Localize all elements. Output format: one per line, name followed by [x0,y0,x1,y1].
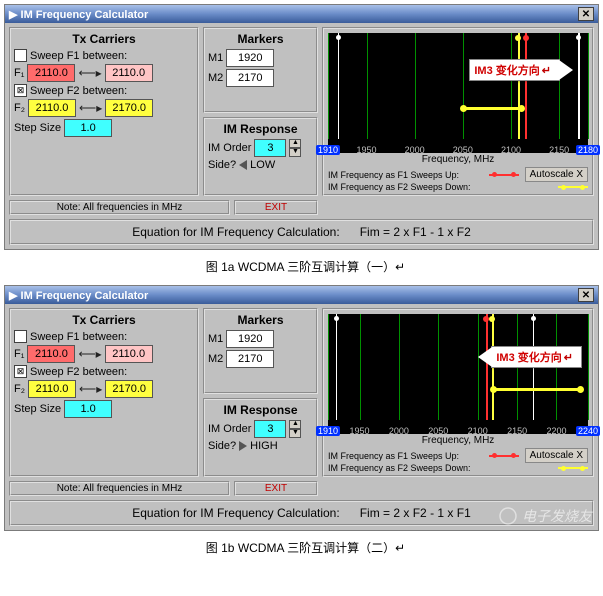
tx-carriers-panel: Tx Carriers Sweep F1 between: F₁ ⟵▸ ⊠ Sw… [9,308,199,477]
frequency-chart: 19101950200020502100215022002240IM3 变化方向… [328,314,588,434]
f1-label: F₁ [14,67,24,79]
titlebar[interactable]: ▶ IM Frequency Calculator ✕ [5,5,598,23]
f2-label: F₂ [14,383,25,395]
equation-value: Fim = 2 x F1 - 1 x F2 [360,225,471,239]
im-order-spinner[interactable]: ▲▼ [289,420,301,438]
im-order-label: IM Order [208,142,251,154]
m2-label: M2 [208,353,223,365]
window-title: IM Frequency Calculator [21,9,149,21]
legend-yellow-line [558,186,588,188]
im-response-title: IM Response [208,403,313,417]
x-axis-label: Frequency, MHz [328,435,588,446]
close-icon[interactable]: ✕ [578,7,594,21]
m2-input[interactable] [226,69,274,87]
caption-a: 图 1a WCDMA 三阶互调计算（一）↵ [4,258,603,275]
f2-start-input[interactable] [28,99,76,117]
im-order-spinner[interactable]: ▲▼ [289,139,301,157]
tx-carriers-title: Tx Carriers [14,313,194,327]
sweep-f1-checkbox[interactable] [14,49,27,62]
markers-panel: Markers M1 M2 [203,308,318,394]
side-low-icon[interactable] [239,160,247,170]
step-size-input[interactable] [64,400,112,418]
legend-up-label: IM Frequency as F1 Sweeps Up: [328,170,459,180]
legend-red-line [489,455,519,457]
arrow-icon: ⟵▸ [78,347,101,361]
equation-row: Equation for IM Frequency Calculation: F… [9,500,594,526]
note-exit-row: Note: All frequencies in MHz EXIT [9,481,318,496]
side-label: Side? [208,440,236,452]
side-value: LOW [250,159,275,171]
titlebar[interactable]: ▶ IM Frequency Calculator ✕ [5,286,598,304]
equation-prefix: Equation for IM Frequency Calculation: [132,225,339,239]
im-order-label: IM Order [208,423,251,435]
m1-label: M1 [208,333,223,345]
f2-end-input[interactable] [105,380,153,398]
x-axis-label: Frequency, MHz [328,154,588,165]
m1-input[interactable] [226,49,274,67]
sweep-f2-checkbox[interactable]: ⊠ [14,84,27,97]
legend-red-line [489,174,519,176]
window-title: IM Frequency Calculator [21,290,149,302]
close-icon[interactable]: ✕ [578,288,594,302]
arrow-icon: ⟵▸ [79,382,102,396]
m1-input[interactable] [226,330,274,348]
f1-start-input[interactable] [27,64,75,82]
legend-down-label: IM Frequency as F2 Sweeps Down: [328,463,471,473]
side-high-icon[interactable] [239,441,247,451]
f2-start-input[interactable] [28,380,76,398]
sweep-f2-label: Sweep F2 between: [30,85,127,97]
im-calculator-window-b: ▶ IM Frequency Calculator ✕ Tx Carriers … [4,285,599,531]
step-size-label: Step Size [14,403,61,415]
chart-panel: 19101950200020502100215022002240IM3 变化方向… [322,308,594,477]
m2-label: M2 [208,72,223,84]
tx-carriers-panel: Tx Carriers Sweep F1 between: F₁ ⟵▸ ⊠ Sw… [9,27,199,196]
tx-carriers-title: Tx Carriers [14,32,194,46]
sweep-f1-checkbox[interactable] [14,330,27,343]
sweep-f1-label: Sweep F1 between: [30,50,127,62]
legend-yellow-line [558,467,588,469]
im-order-input[interactable] [254,139,286,157]
equation-row: Equation for IM Frequency Calculation: F… [9,219,594,245]
im-calculator-window-a: ▶ IM Frequency Calculator ✕ Tx Carriers … [4,4,599,250]
m1-label: M1 [208,52,223,64]
chart-panel: 1910195020002050210021502180IM3 变化方向↵ Fr… [322,27,594,196]
f1-end-input[interactable] [105,64,153,82]
note-label: Note: All frequencies in MHz [9,481,230,496]
legend-up-label: IM Frequency as F1 Sweeps Up: [328,451,459,461]
step-size-label: Step Size [14,122,61,134]
equation-value: Fim = 2 x F2 - 1 x F1 [360,506,471,520]
f1-start-input[interactable] [27,345,75,363]
legend-down-label: IM Frequency as F2 Sweeps Down: [328,182,471,192]
im-response-panel: IM Response IM Order ▲▼ Side? LOW [203,117,318,197]
arrow-icon: ⟵▸ [79,101,102,115]
side-value: HIGH [250,440,278,452]
exit-button[interactable]: EXIT [234,481,318,496]
autoscale-x-button[interactable]: Autoscale X [525,167,588,182]
m2-input[interactable] [226,350,274,368]
markers-panel: Markers M1 M2 [203,27,318,113]
step-size-input[interactable] [64,119,112,137]
f2-end-input[interactable] [105,99,153,117]
autoscale-x-button[interactable]: Autoscale X [525,448,588,463]
im-order-input[interactable] [254,420,286,438]
f1-end-input[interactable] [105,345,153,363]
sweep-f2-label: Sweep F2 between: [30,366,127,378]
f1-label: F₁ [14,348,24,360]
exit-button[interactable]: EXIT [234,200,318,215]
caption-b: 图 1b WCDMA 三阶互调计算（二）↵ [4,539,603,556]
im-response-title: IM Response [208,122,313,136]
arrow-icon: ⟵▸ [78,66,101,80]
note-label: Note: All frequencies in MHz [9,200,230,215]
sweep-f2-checkbox[interactable]: ⊠ [14,365,27,378]
side-label: Side? [208,159,236,171]
note-exit-row: Note: All frequencies in MHz EXIT [9,200,318,215]
frequency-chart: 1910195020002050210021502180IM3 变化方向↵ [328,33,588,153]
markers-title: Markers [208,32,313,46]
im-response-panel: IM Response IM Order ▲▼ Side? HIGH [203,398,318,478]
sweep-f1-label: Sweep F1 between: [30,331,127,343]
markers-title: Markers [208,313,313,327]
f2-label: F₂ [14,102,25,114]
equation-prefix: Equation for IM Frequency Calculation: [132,506,339,520]
